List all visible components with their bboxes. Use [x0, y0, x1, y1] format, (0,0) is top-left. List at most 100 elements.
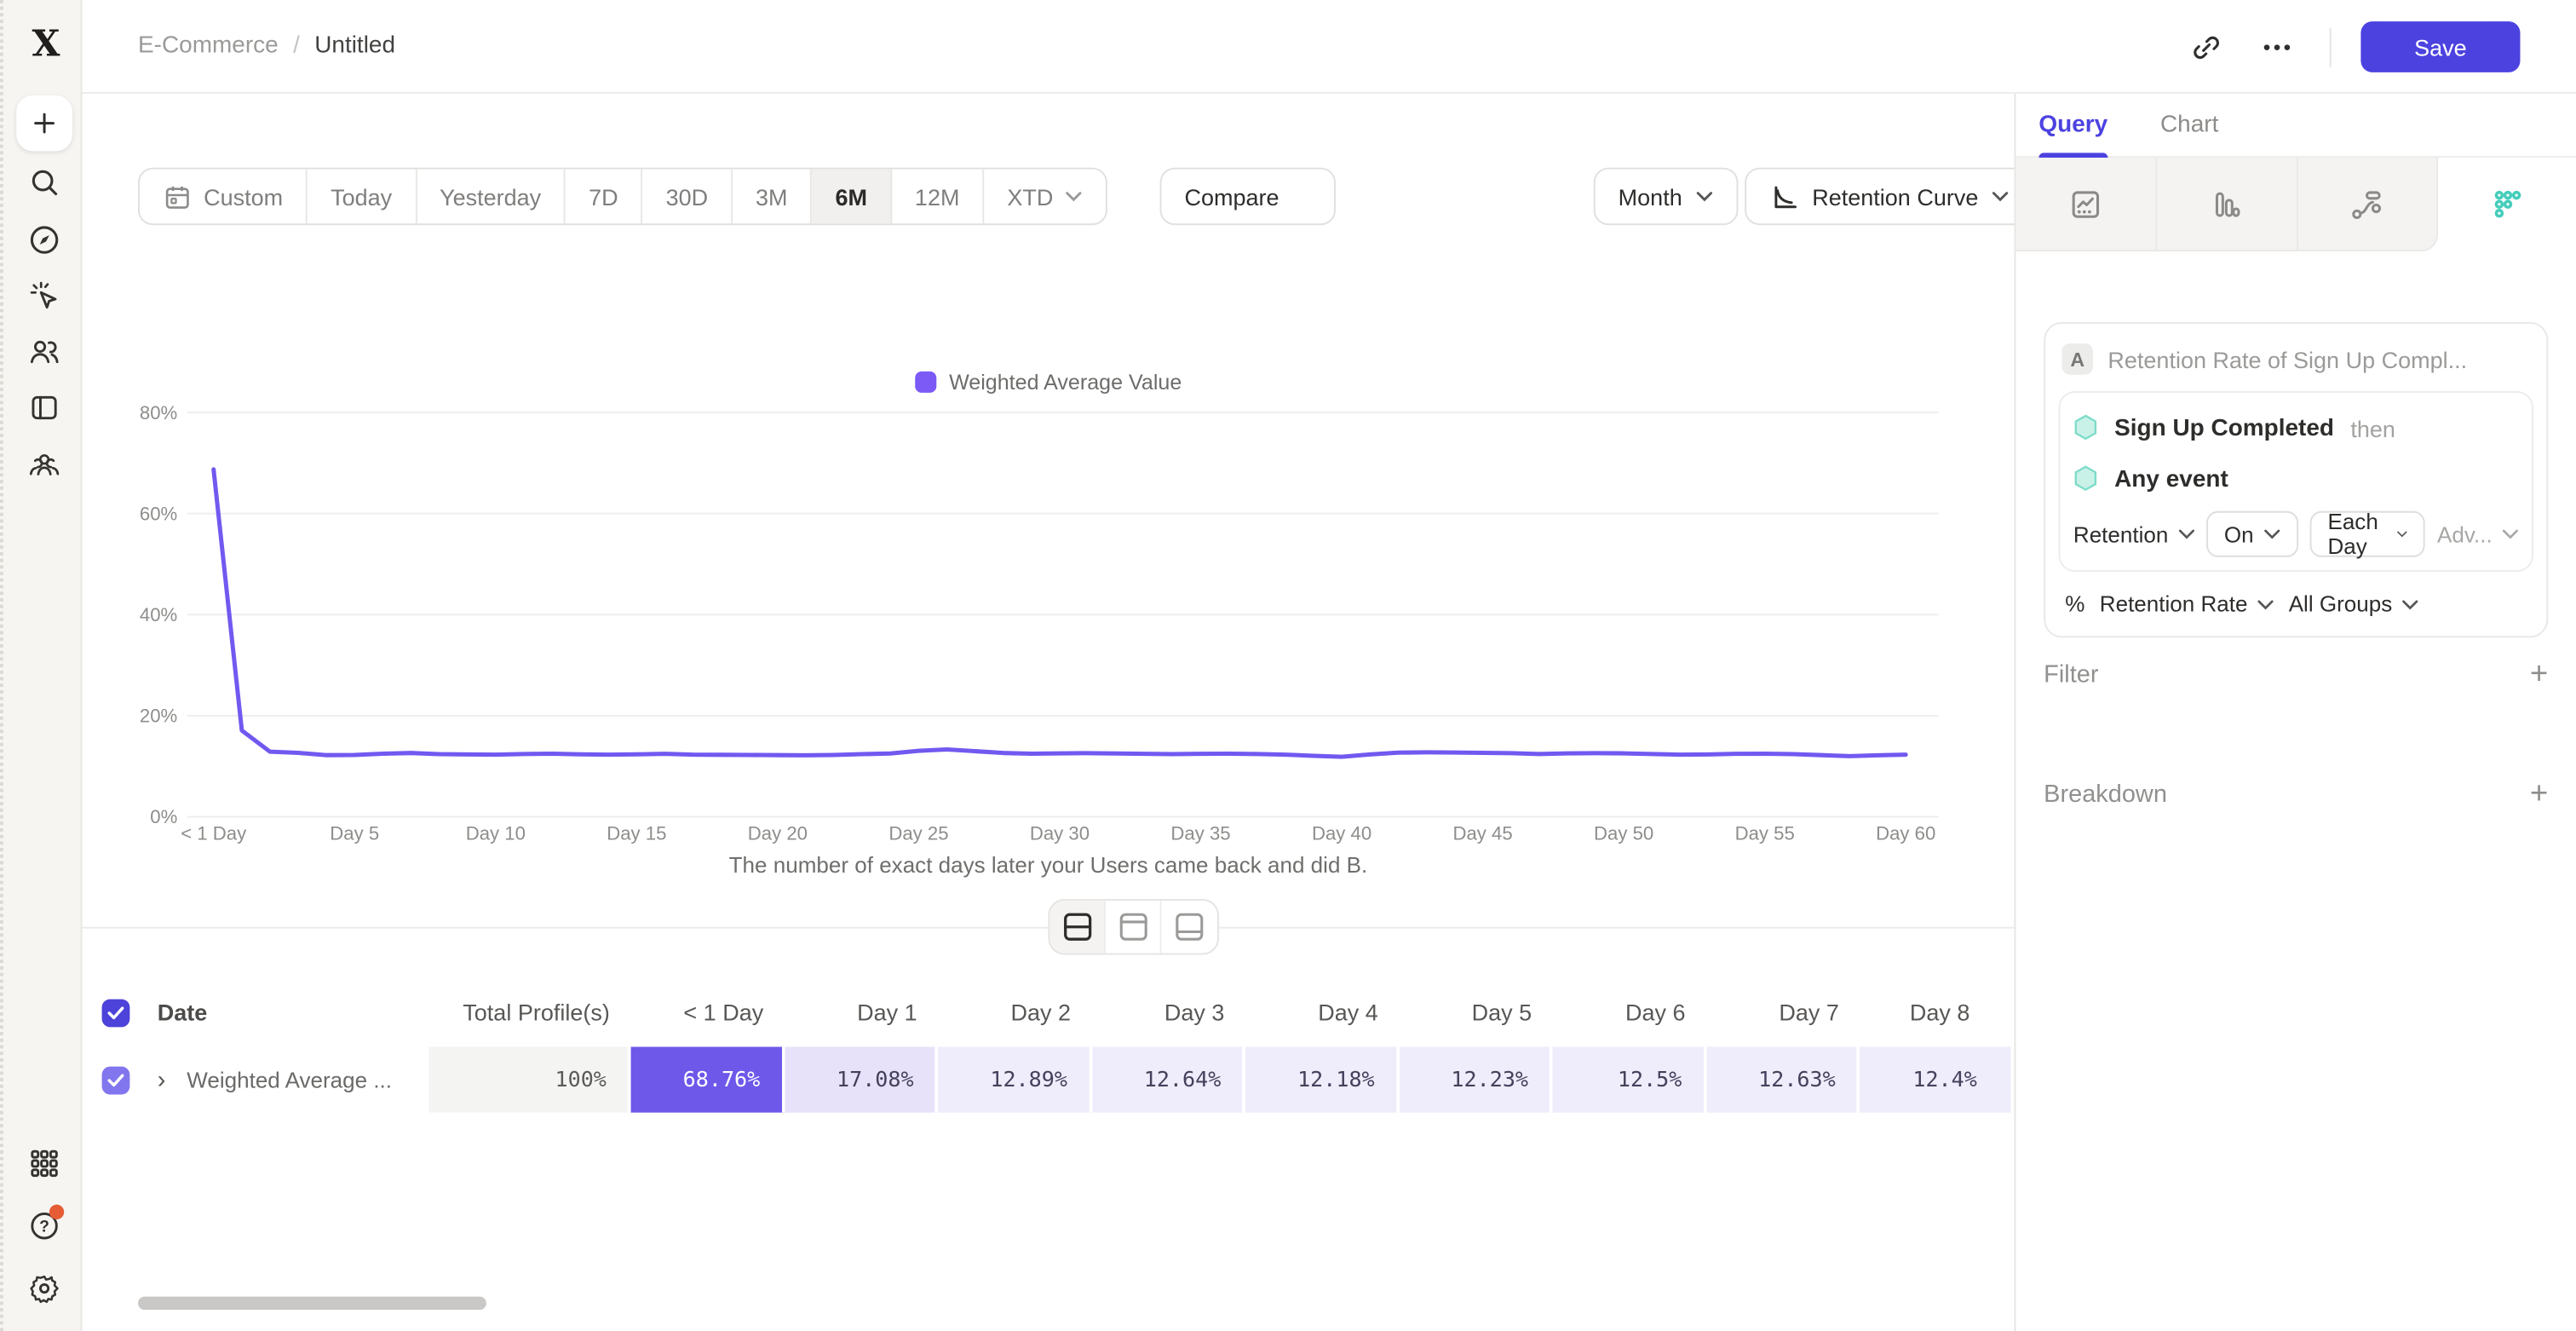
range-6m[interactable]: 6M — [812, 169, 892, 224]
events-button[interactable] — [28, 279, 61, 313]
value-cell[interactable]: 17.08% — [785, 1046, 939, 1113]
chevron-down-icon — [2178, 529, 2194, 539]
retention-line-chart[interactable]: 0% 20% 40% 60% 80% < 1 Day Day 5 Day 10 Day 15 Da… — [82, 398, 2014, 855]
value-cell[interactable]: 12.4% — [1860, 1046, 2015, 1113]
horizontal-scrollbar[interactable] — [138, 1296, 486, 1311]
range-3m[interactable]: 3M — [733, 169, 813, 224]
help-button[interactable]: ? — [28, 1204, 65, 1242]
report-retention-tab[interactable] — [2438, 158, 2576, 252]
column-day-2[interactable]: Day 2 — [1010, 999, 1071, 1026]
more-options-button[interactable]: ••• — [2257, 26, 2300, 68]
filter-label: Filter — [2044, 660, 2099, 689]
cohorts-button[interactable] — [28, 449, 61, 482]
breadcrumb-separator: / — [293, 32, 300, 60]
x-axis-label: Day 30 — [1030, 823, 1090, 844]
boards-button[interactable] — [28, 391, 61, 424]
groups-dropdown[interactable]: All Groups — [2289, 591, 2418, 616]
column-day-5[interactable]: Day 5 — [1471, 999, 1532, 1026]
table-only-toggle[interactable] — [1162, 901, 1218, 954]
value-cell[interactable]: 12.18% — [1245, 1046, 1400, 1113]
breadcrumb-project[interactable]: E-Commerce — [138, 32, 279, 60]
column-date[interactable]: Date — [157, 999, 208, 1026]
y-axis-label: 0% — [150, 806, 177, 827]
expand-row-chevron[interactable]: › — [157, 1065, 166, 1094]
compare-button[interactable]: Compare — [1159, 167, 1336, 226]
report-insights-tab[interactable] — [2015, 158, 2157, 252]
chevron-down-icon — [2397, 531, 2407, 538]
column-day-1[interactable]: Day 1 — [857, 999, 917, 1026]
chart-type-dropdown[interactable]: Retention Curve — [1745, 167, 2015, 226]
granularity-dropdown[interactable]: Month — [1593, 167, 1739, 226]
svg-text:?: ? — [39, 1218, 49, 1236]
value-cell[interactable]: 12.89% — [938, 1046, 1092, 1113]
breadcrumb-report-title[interactable]: Untitled — [314, 32, 396, 60]
range-custom[interactable]: Custom — [140, 169, 308, 224]
legend-label: Weighted Average Value — [949, 369, 1182, 395]
left-sidebar: X ? — [0, 0, 83, 1331]
column-day-7[interactable]: Day 7 — [1779, 999, 1839, 1026]
query-title: Retention Rate of Sign Up Compl... — [2107, 345, 2468, 372]
value-cell[interactable]: 12.23% — [1399, 1046, 1553, 1113]
value-cell[interactable]: 12.5% — [1552, 1046, 1707, 1113]
chevron-down-icon — [2402, 599, 2418, 609]
range-xtd[interactable]: XTD — [984, 170, 1106, 224]
discover-button[interactable] — [28, 223, 61, 256]
create-new-button[interactable] — [16, 95, 72, 152]
groups-label: All Groups — [2288, 591, 2393, 617]
apps-button[interactable] — [28, 1147, 61, 1180]
report-flows-tab[interactable] — [2297, 158, 2439, 252]
tab-query[interactable]: Query — [2038, 94, 2107, 158]
measure-dropdown[interactable]: Retention Rate — [2100, 591, 2274, 616]
advanced-dropdown[interactable]: Adv... — [2437, 521, 2518, 546]
measure-label: Retention Rate — [2099, 591, 2248, 617]
event-row-second[interactable]: Any event — [2073, 453, 2519, 504]
chevron-down-icon — [1695, 191, 1713, 203]
series-badge: A — [2061, 343, 2094, 375]
add-filter-button[interactable]: + — [2529, 657, 2549, 692]
range-today[interactable]: Today — [308, 169, 417, 224]
search-button[interactable] — [28, 166, 61, 199]
row-checkbox[interactable] — [101, 1065, 130, 1094]
flows-icon — [2352, 190, 2382, 219]
copy-link-button[interactable] — [2185, 26, 2228, 68]
notification-dot — [49, 1204, 65, 1220]
save-button[interactable]: Save — [2360, 21, 2521, 72]
toolbar: Custom Today Yesterday 7D 30D 3M 6M 12M XTD Comp… — [82, 167, 2015, 226]
tab-chart[interactable]: Chart — [2159, 112, 2219, 139]
column--1-day[interactable]: < 1 Day — [683, 999, 764, 1026]
interval-dropdown[interactable]: Each Day — [2309, 510, 2426, 559]
apps-grid-icon — [31, 1150, 58, 1178]
query-title-row[interactable]: A Retention Rate of Sign Up Compl... — [2059, 340, 2533, 391]
event-2-name: Any event — [2114, 465, 2228, 493]
board-icon — [32, 395, 57, 420]
search-icon — [32, 170, 58, 196]
mixpanel-logo-icon[interactable]: X — [32, 23, 60, 66]
add-breakdown-button[interactable]: + — [2529, 777, 2549, 812]
range-yesterday[interactable]: Yesterday — [417, 169, 566, 224]
range-30d[interactable]: 30D — [643, 169, 733, 224]
retention-type-dropdown[interactable]: Retention — [2073, 521, 2194, 546]
range-12m[interactable]: 12M — [892, 169, 985, 224]
column-day-6[interactable]: Day 6 — [1624, 999, 1686, 1026]
range-7d[interactable]: 7D — [566, 169, 643, 224]
on-dropdown[interactable]: On — [2205, 510, 2298, 557]
column-day-8[interactable]: Day 8 — [1909, 999, 1970, 1026]
users-button[interactable] — [28, 335, 61, 368]
chevron-down-icon — [1992, 191, 2010, 203]
report-funnels-tab[interactable] — [2156, 158, 2298, 252]
value-cell[interactable]: 68.76% — [630, 1046, 785, 1113]
retention-series-line[interactable] — [211, 467, 1908, 759]
value-cell[interactable]: 100% — [428, 1046, 631, 1113]
column-day-3[interactable]: Day 3 — [1164, 999, 1225, 1026]
column-day-4[interactable]: Day 4 — [1318, 999, 1378, 1026]
value-cell[interactable]: 12.64% — [1091, 1046, 1246, 1113]
event-row-first[interactable]: Sign Up Completed then — [2073, 403, 2519, 454]
row-checkbox[interactable] — [101, 998, 130, 1027]
settings-button[interactable] — [28, 1272, 61, 1305]
column-total-profile-s-[interactable]: Total Profile(s) — [463, 999, 610, 1026]
y-axis-label: 20% — [140, 706, 177, 727]
split-view-toggle[interactable] — [1049, 900, 1106, 954]
value-cell[interactable]: 12.63% — [1706, 1046, 1860, 1113]
row-name[interactable]: Weighted Average ... — [187, 1067, 393, 1092]
chart-only-toggle[interactable] — [1106, 900, 1162, 954]
